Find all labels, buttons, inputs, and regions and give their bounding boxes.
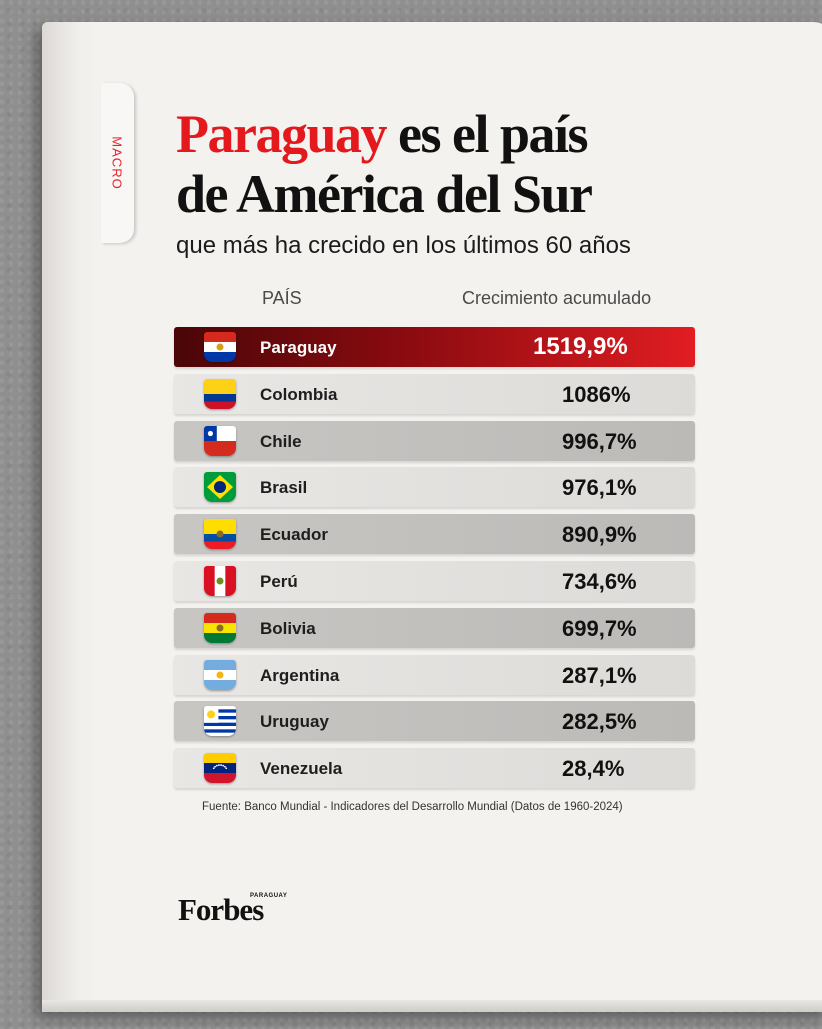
source-note: Fuente: Banco Mundial - Indicadores del … bbox=[202, 801, 623, 813]
column-header-country: PAÍS bbox=[262, 288, 302, 308]
ecuador-flag-icon bbox=[204, 519, 236, 550]
page-bottom-edge bbox=[42, 1000, 822, 1012]
growth-value: 699,7% bbox=[562, 615, 637, 641]
growth-value: 1519,9% bbox=[533, 333, 628, 360]
country-label: Ecuador bbox=[260, 525, 329, 545]
table-row: Perú 734,6% bbox=[174, 561, 695, 601]
country-label: Colombia bbox=[260, 384, 338, 404]
growth-value: 890,9% bbox=[562, 522, 637, 548]
title-highlight: Paraguay bbox=[176, 104, 388, 164]
chile-flag-icon bbox=[204, 425, 236, 456]
country-label: Venezuela bbox=[260, 759, 343, 779]
column-header-growth: Crecimiento acumulado bbox=[462, 288, 652, 308]
venezuela-flag-icon bbox=[204, 753, 236, 784]
country-label: Brasil bbox=[260, 478, 308, 498]
growth-value: 734,6% bbox=[562, 569, 637, 594]
table-row: Brasil 976,1% bbox=[174, 467, 695, 508]
growth-value: 28,4% bbox=[562, 756, 625, 782]
country-label: Paraguay bbox=[260, 338, 337, 357]
title-line2: de América del Sur bbox=[176, 164, 593, 224]
uruguay-flag-icon bbox=[204, 706, 236, 737]
growth-value: 996,7% bbox=[562, 428, 637, 454]
bolivia-flag-icon bbox=[204, 612, 236, 643]
table-row: Venezuela 28,4% bbox=[174, 748, 695, 789]
page-edge bbox=[42, 22, 102, 1012]
table-row: Ecuador 890,9% bbox=[174, 514, 695, 555]
section-tab[interactable] bbox=[101, 83, 134, 243]
growth-value: 282,5% bbox=[562, 709, 637, 735]
colombia-flag-icon bbox=[204, 378, 236, 409]
country-label: Chile bbox=[260, 431, 302, 451]
country-label: Uruguay bbox=[260, 712, 329, 732]
title-line1-rest: es el país bbox=[386, 104, 589, 164]
argentina-flag-icon bbox=[204, 659, 236, 690]
country-label: Argentina bbox=[260, 665, 340, 685]
table-row: Argentina 287,1% bbox=[174, 654, 695, 695]
table-row: Uruguay 282,5% bbox=[174, 701, 695, 742]
growth-value: 287,1% bbox=[562, 662, 637, 688]
brazil-flag-icon bbox=[204, 472, 236, 503]
paraguay-flag-icon bbox=[204, 332, 236, 362]
growth-value: 976,1% bbox=[562, 475, 637, 501]
growth-value: 1086% bbox=[562, 381, 631, 407]
table-row: Paraguay 1519,9% bbox=[174, 327, 695, 367]
table-row: Chile 996,7% bbox=[174, 420, 695, 461]
peru-flag-icon bbox=[204, 566, 236, 596]
page-title: Paraguay es el país de América del Sur bbox=[176, 104, 593, 224]
country-label: Perú bbox=[260, 572, 298, 591]
table-row: Bolivia 699,7% bbox=[174, 607, 695, 648]
page-subtitle: que más ha crecido en los últimos 60 año… bbox=[176, 232, 631, 259]
country-label: Bolivia bbox=[260, 618, 316, 638]
forbes-logo: Forbes bbox=[178, 892, 264, 927]
forbes-edition: PARAGUAY bbox=[250, 893, 288, 899]
table-row: Colombia 1086% bbox=[174, 373, 695, 414]
